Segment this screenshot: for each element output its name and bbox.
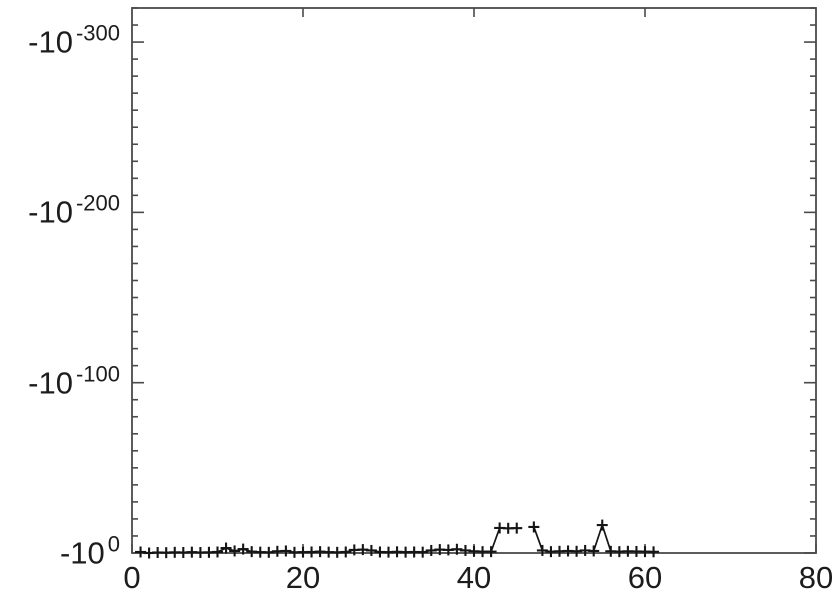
x-tick-label-0: 0 — [123, 560, 141, 595]
y-tick-exponent: -100 — [75, 361, 120, 387]
x-tick-label-60: 60 — [627, 560, 663, 595]
y-tick-exponent: -300 — [75, 20, 120, 46]
x-tick-label-40: 40 — [456, 560, 492, 595]
y-tick-base: -10 — [28, 24, 73, 60]
y-tick-label-neg10-300: -10 -300 — [28, 22, 120, 60]
x-tick-label-80: 80 — [798, 560, 834, 595]
y-tick-exponent: 0 — [107, 531, 120, 557]
y-tick-base: -10 — [59, 535, 105, 571]
y-tick-label-neg10-200: -10 -200 — [28, 192, 120, 230]
y-tick-exponent: -200 — [75, 190, 120, 216]
plot-box — [131, 7, 817, 554]
y-tick-label-neg10-100: -10 -100 — [28, 363, 120, 401]
y-tick-base: -10 — [28, 365, 73, 401]
y-tick-base: -10 — [28, 194, 73, 230]
x-tick-label-20: 20 — [285, 560, 321, 595]
y-tick-label-neg10-0: -10 0 — [59, 533, 120, 571]
